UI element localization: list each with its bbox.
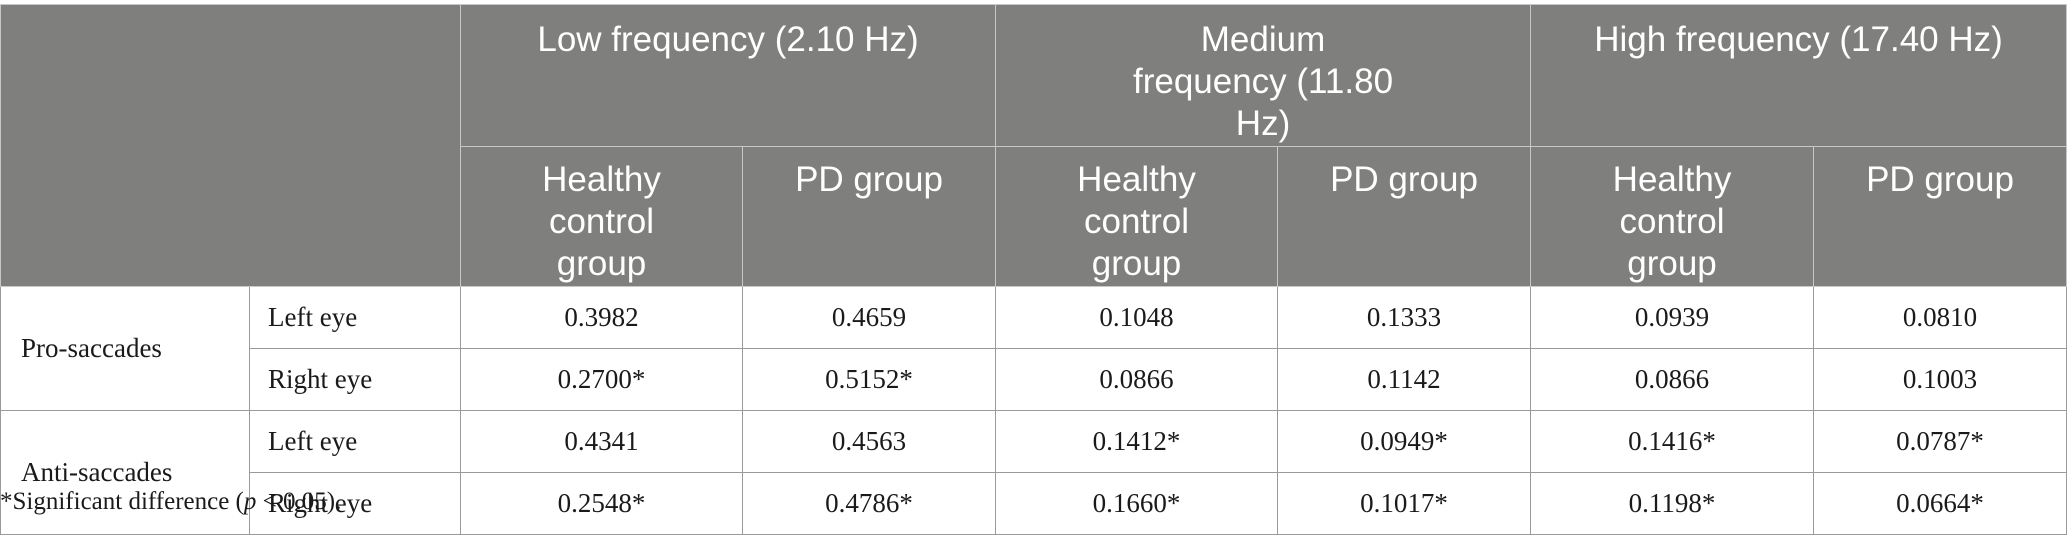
header-healthy-control-high: Healthy control group xyxy=(1530,146,1815,287)
header-pd-group-low: PD group xyxy=(741,146,997,287)
table-row: Pro-saccades Left eye 0.3982 0.4659 0.10… xyxy=(0,286,2068,411)
value-cell: 0.1048 xyxy=(995,286,1279,349)
header-low-frequency: Low frequency (2.10 Hz) xyxy=(459,4,997,147)
value-cell: 0.0949* xyxy=(1277,410,1532,473)
value-cell: 0.1660* xyxy=(995,472,1279,535)
frequency-header-row: Low frequency (2.10 Hz) Medium frequency… xyxy=(0,4,2068,287)
header-healthy-control-medium: Healthy control group xyxy=(995,146,1279,287)
results-table: Low frequency (2.10 Hz) Medium frequency… xyxy=(0,4,2068,535)
eye-label: Right eye xyxy=(249,348,461,411)
header-healthy-control-text: Healthy control group xyxy=(1077,160,1196,283)
value-cell: 0.2548* xyxy=(460,472,743,535)
value-cell: 0.4786* xyxy=(741,472,997,535)
value-cell: 0.0866 xyxy=(995,348,1279,411)
value-cell: 0.1198* xyxy=(1530,472,1815,535)
row-group-pro-saccades: Pro-saccades xyxy=(0,286,250,411)
header-healthy-control-low: Healthy control group xyxy=(460,146,743,287)
value-cell: 0.0787* xyxy=(1813,410,2068,473)
footnote-p-symbol: p xyxy=(243,488,257,515)
value-cell: 0.1416* xyxy=(1530,410,1815,473)
table-row: Anti-saccades Left eye 0.4341 0.4563 0.1… xyxy=(0,410,2068,535)
value-cell: 0.1412* xyxy=(995,410,1279,473)
header-healthy-control-text: Healthy control group xyxy=(1612,160,1732,283)
table-row: Right eye 0.2700* 0.5152* 0.0866 0.1142 … xyxy=(1,348,2068,411)
eye-label: Left eye xyxy=(249,410,461,473)
value-cell: 0.1333 xyxy=(1277,286,1532,349)
eye-label: Right eye xyxy=(249,472,461,535)
value-cell: 0.4563 xyxy=(741,410,997,473)
value-cell: 0.0664* xyxy=(1813,472,2068,535)
group-header-row: Healthy control group PD group Healthy c… xyxy=(1,146,2068,287)
value-cell: 0.1017* xyxy=(1277,472,1532,535)
header-medium-frequency-text: Medium frequency (11.80 Hz) xyxy=(1132,20,1394,143)
value-cell: 0.5152* xyxy=(741,348,997,411)
value-cell: 0.2700* xyxy=(460,348,743,411)
header-pd-group-high: PD group xyxy=(1813,146,2068,287)
header-healthy-control-text: Healthy control group xyxy=(542,160,661,283)
value-cell: 0.0810 xyxy=(1813,286,2068,349)
value-cell: 0.3982 xyxy=(460,286,743,349)
eye-label: Left eye xyxy=(249,286,461,349)
value-cell: 0.4659 xyxy=(741,286,997,349)
header-corner-cell xyxy=(0,4,461,287)
header-medium-frequency: Medium frequency (11.80 Hz) xyxy=(995,4,1532,147)
value-cell: 0.0939 xyxy=(1530,286,1815,349)
header-pd-group-medium: PD group xyxy=(1277,146,1532,287)
footnote-suffix: < 0.05). xyxy=(256,488,342,515)
value-cell: 0.1003 xyxy=(1813,348,2068,411)
footnote-prefix: *Significant difference ( xyxy=(0,488,244,515)
table-footnote: *Significant difference (p < 0.05). xyxy=(0,488,341,516)
header-high-frequency: High frequency (17.40 Hz) xyxy=(1530,4,2068,147)
table-row: Right eye 0.2548* 0.4786* 0.1660* 0.1017… xyxy=(1,472,2068,535)
value-cell: 0.1142 xyxy=(1277,348,1532,411)
value-cell: 0.0866 xyxy=(1530,348,1815,411)
value-cell: 0.4341 xyxy=(460,410,743,473)
